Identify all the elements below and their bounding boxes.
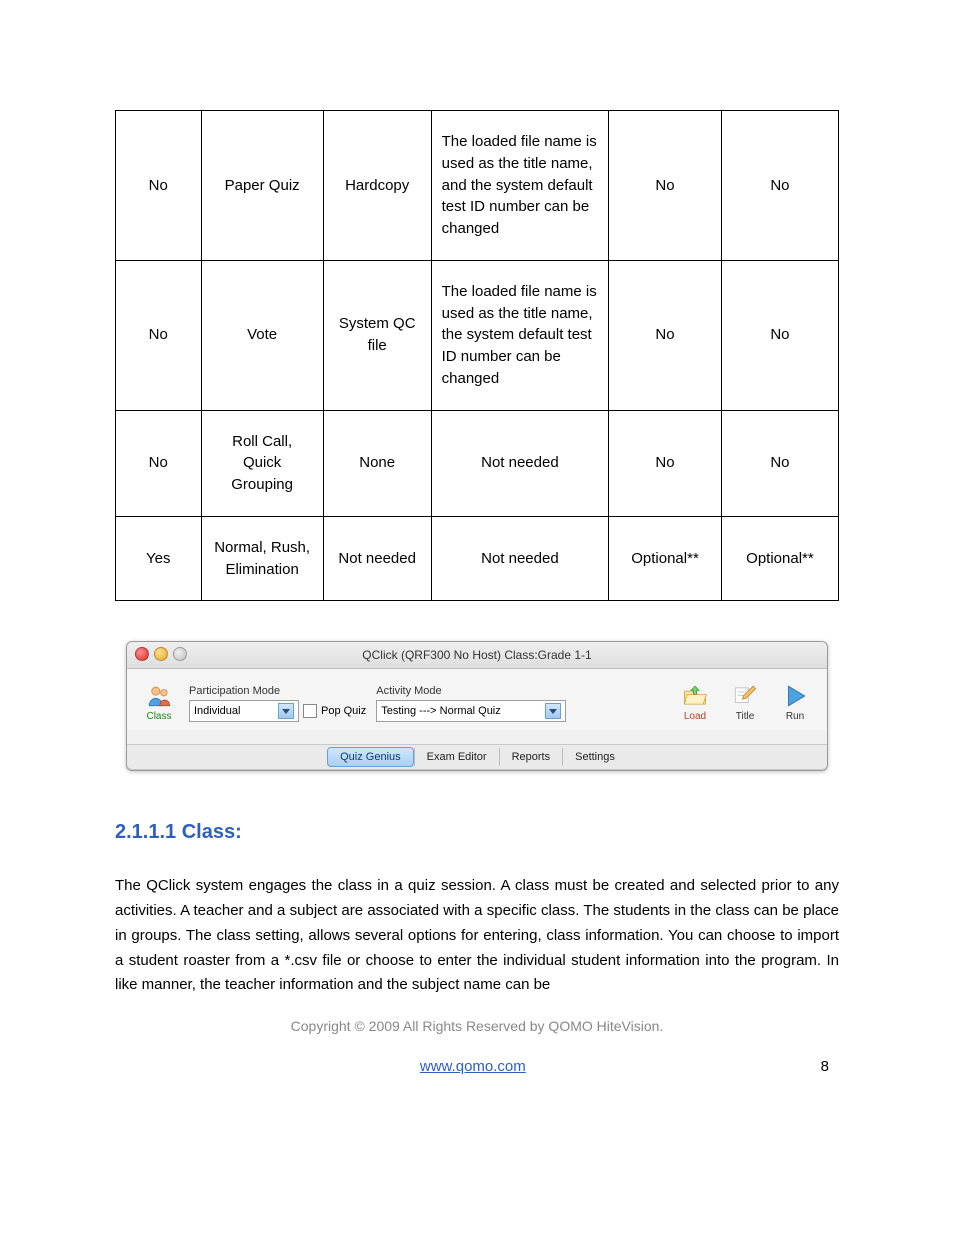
cell: No xyxy=(721,410,838,516)
cell: Not needed xyxy=(323,516,431,601)
cell: The loaded file name is used as the titl… xyxy=(431,111,609,261)
window-title: QClick (QRF300 No Host) Class:Grade 1-1 xyxy=(135,648,819,662)
cell: No xyxy=(116,111,202,261)
participation-mode-value: Individual xyxy=(194,705,240,717)
cell: Optional** xyxy=(721,516,838,601)
cell: None xyxy=(323,410,431,516)
participation-mode-select[interactable]: Individual xyxy=(189,700,299,722)
tab-reports[interactable]: Reports xyxy=(499,748,563,766)
minimize-icon[interactable] xyxy=(154,647,168,661)
tabs-bar: Quiz Genius Exam Editor Reports Settings xyxy=(127,744,827,770)
load-button[interactable]: Load xyxy=(675,683,715,722)
close-icon[interactable] xyxy=(135,647,149,661)
table-row: Yes Normal, Rush, Elimination Not needed… xyxy=(116,516,839,601)
cell: No xyxy=(116,410,202,516)
title-button-label: Title xyxy=(736,711,755,722)
run-button[interactable]: Run xyxy=(775,683,815,722)
class-button-label: Class xyxy=(146,711,171,722)
section-heading: 2.1.1.1 Class: xyxy=(115,821,839,844)
cell: Hardcopy xyxy=(323,111,431,261)
activity-mode-value: Testing ---> Normal Quiz xyxy=(381,705,501,717)
cell: Optional** xyxy=(609,516,722,601)
qclick-window: QClick (QRF300 No Host) Class:Grade 1-1 … xyxy=(126,641,828,771)
footer-link[interactable]: www.qomo.com xyxy=(420,1058,526,1075)
cell: The loaded file name is used as the titl… xyxy=(431,260,609,410)
titlebar: QClick (QRF300 No Host) Class:Grade 1-1 xyxy=(127,642,827,669)
folder-open-icon xyxy=(682,683,708,709)
activity-mode-select[interactable]: Testing ---> Normal Quiz xyxy=(376,700,566,722)
tab-exam-editor[interactable]: Exam Editor xyxy=(414,748,499,766)
load-button-label: Load xyxy=(684,711,706,722)
activity-mode-label: Activity Mode xyxy=(376,685,566,697)
cell: Roll Call, Quick Grouping xyxy=(201,410,323,516)
pencil-note-icon xyxy=(732,683,758,709)
cell: No xyxy=(609,410,722,516)
body-paragraph: The QClick system engages the class in a… xyxy=(115,874,839,998)
participation-mode-label: Participation Mode xyxy=(189,685,366,697)
tab-settings[interactable]: Settings xyxy=(562,748,627,766)
popquiz-label: Pop Quiz xyxy=(321,705,366,717)
chevron-down-icon xyxy=(278,703,294,719)
run-button-label: Run xyxy=(786,711,804,722)
title-button[interactable]: Title xyxy=(725,683,765,722)
cell: Paper Quiz xyxy=(201,111,323,261)
cell: Yes xyxy=(116,516,202,601)
cell: No xyxy=(609,260,722,410)
chevron-down-icon xyxy=(545,703,561,719)
cell: No xyxy=(721,111,838,261)
cell: Not needed xyxy=(431,410,609,516)
people-icon xyxy=(146,683,172,709)
zoom-icon[interactable] xyxy=(173,647,187,661)
tab-quiz-genius[interactable]: Quiz Genius xyxy=(327,747,414,767)
feature-table: No Paper Quiz Hardcopy The loaded file n… xyxy=(115,110,839,601)
play-icon xyxy=(782,683,808,709)
popquiz-checkbox[interactable] xyxy=(303,704,317,718)
cell: Normal, Rush, Elimination xyxy=(201,516,323,601)
class-button[interactable]: Class xyxy=(139,683,179,722)
cell: System QC file xyxy=(323,260,431,410)
table-row: No Paper Quiz Hardcopy The loaded file n… xyxy=(116,111,839,261)
cell: Not needed xyxy=(431,516,609,601)
cell: No xyxy=(609,111,722,261)
copyright-text: Copyright © 2009 All Rights Reserved by … xyxy=(115,1018,839,1034)
table-row: No Roll Call, Quick Grouping None Not ne… xyxy=(116,410,839,516)
cell: No xyxy=(721,260,838,410)
page-number: 8 xyxy=(821,1058,829,1075)
cell: No xyxy=(116,260,202,410)
cell: Vote xyxy=(201,260,323,410)
table-row: No Vote System QC file The loaded file n… xyxy=(116,260,839,410)
